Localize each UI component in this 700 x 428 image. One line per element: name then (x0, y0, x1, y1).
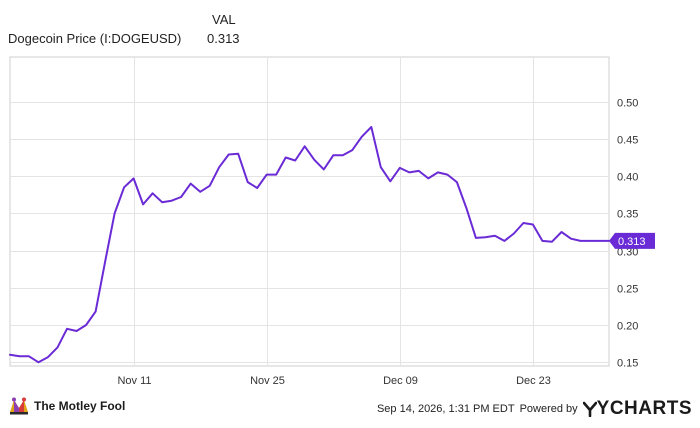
ycharts-logo: YCHARTS (582, 398, 692, 420)
y-tick-label: 0.35 (617, 209, 638, 221)
legend-header: VAL (212, 12, 236, 27)
y-tick-label: 0.40 (617, 172, 638, 184)
powered-by-label: Powered by (519, 403, 578, 415)
x-tick-label: Dec 23 (516, 375, 551, 387)
last-value-label: 0.313 (618, 236, 646, 248)
plot-frame (9, 56, 610, 367)
ycharts-wordmark: YCHARTS (596, 398, 692, 419)
legend-series-value: 0.313 (207, 31, 240, 46)
y-tick-label: 0.15 (617, 358, 638, 370)
y-tick-label: 0.45 (617, 135, 638, 147)
series-line-dogecoin (9, 126, 610, 364)
ycharts-mark-icon (582, 401, 597, 417)
motley-fool-brand: The Motley Fool (34, 399, 126, 413)
x-tick-label: Nov 25 (250, 375, 285, 387)
last-value-badge: 0.313 (609, 232, 655, 249)
footer-timestamp: Sep 14, 2026, 1:31 PM EDT (376, 403, 515, 415)
y-tick-label: 0.25 (617, 284, 638, 296)
y-tick-label: 0.50 (617, 98, 638, 110)
last-value-badge-shape (609, 232, 655, 249)
footer-credits: Sep 14, 2026, 1:31 PM EDT Powered by YCH… (377, 398, 692, 420)
x-tick-label: Dec 09 (383, 375, 418, 387)
y-tick-label: 0.30 (617, 247, 638, 259)
x-tick-label: Nov 11 (117, 375, 151, 387)
legend-series-name: Dogecoin Price (I:DOGEUSD) (8, 31, 182, 46)
motley-fool-logo: The Motley Fool (8, 396, 125, 416)
jester-hat-icon (10, 397, 28, 415)
y-tick-label: 0.20 (617, 321, 638, 333)
